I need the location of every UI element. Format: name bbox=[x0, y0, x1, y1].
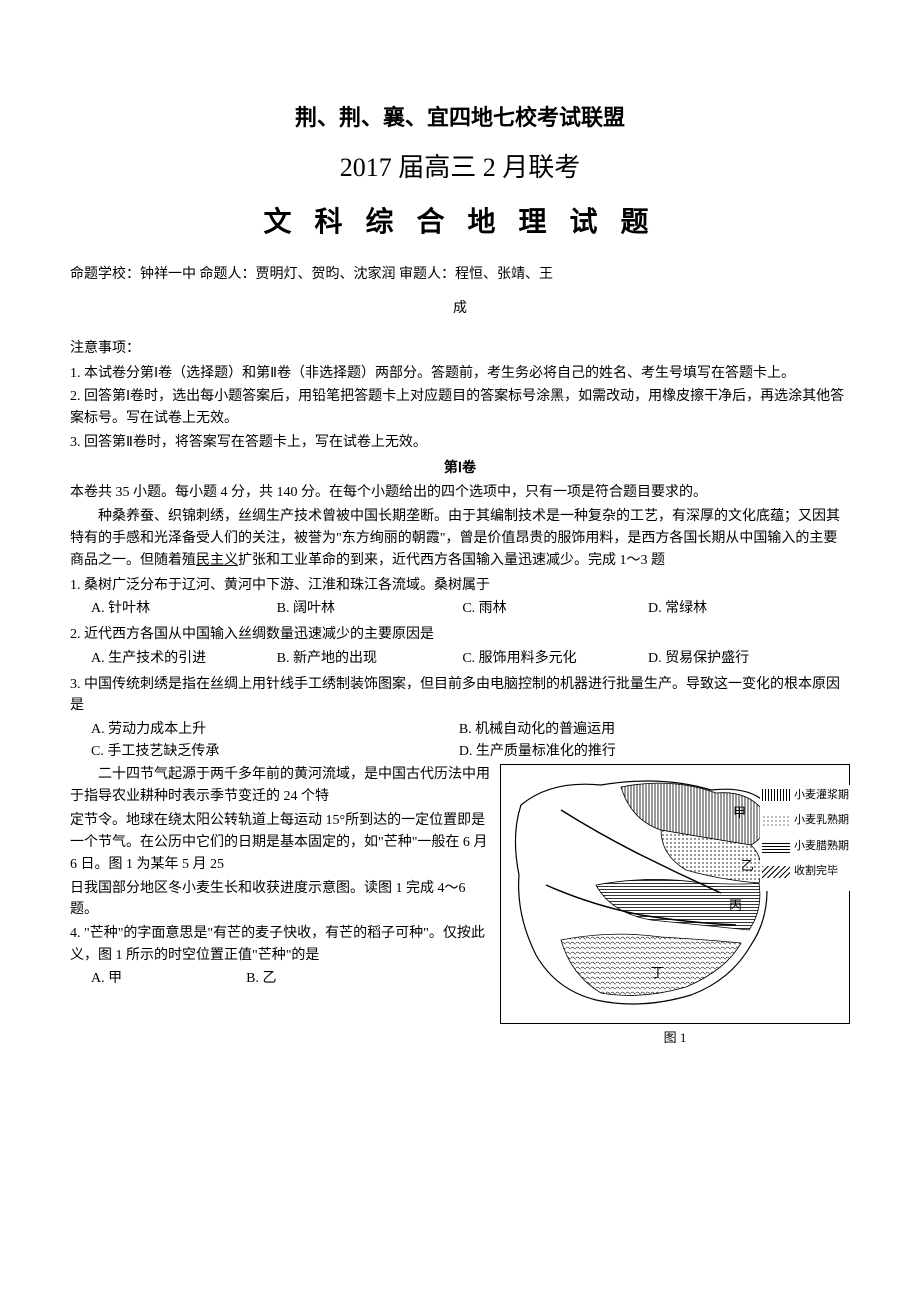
map-label-jia: 甲 bbox=[733, 805, 746, 820]
authors-line-cont: 成 bbox=[70, 298, 850, 320]
note-2: 2. 回答第Ⅰ卷时，选出每小题答案后，用铅笔把答题卡上对应题目的答案标号涂黑，如… bbox=[70, 386, 850, 429]
passage-2c: 日我国部分地区冬小麦生长和收获进度示意图。读图 1 完成 4～6 题。 bbox=[70, 878, 490, 921]
q3-opt-b: B. 机械自动化的普遍运用 bbox=[459, 719, 823, 741]
q1-opt-d: D. 常绿林 bbox=[648, 598, 830, 620]
figure-1-caption: 图 1 bbox=[500, 1028, 850, 1049]
exam-session-title: 2017 届高三 2 月联考 bbox=[70, 147, 850, 189]
passage-1-text-b: 扩张和工业革命的到来，近代西方各国输入量迅速减少。完成 1～3 题 bbox=[238, 553, 665, 568]
legend-swatch-1 bbox=[762, 789, 790, 801]
map-legend: 小麦灌浆期 小麦乳熟期 小麦腊熟期 收割完毕 bbox=[760, 785, 851, 891]
q2-opt-b: B. 新产地的出现 bbox=[277, 648, 459, 670]
q3-opt-d: D. 生产质量标准化的推行 bbox=[459, 741, 823, 763]
q1-opt-b: B. 阔叶林 bbox=[277, 598, 459, 620]
q4-opt-a: A. 甲 bbox=[91, 968, 243, 990]
legend-label-2: 小麦乳熟期 bbox=[794, 812, 849, 830]
passage-1: 种桑养蚕、织锦刺绣，丝绸生产技术曾被中国长期垄断。由于其编制技术是一种复杂的工艺… bbox=[70, 506, 850, 573]
q2-opt-c: C. 服饰用料多元化 bbox=[462, 648, 644, 670]
legend-swatch-4 bbox=[762, 866, 790, 878]
q1-opt-c: C. 雨林 bbox=[462, 598, 644, 620]
map-label-ding: 丁 bbox=[651, 965, 664, 980]
passage-2b: 定节令。地球在绕太阳公转轨道上每运动 15°所到达的一定位置即是一个节气。在公历… bbox=[70, 810, 490, 875]
legend-label-3: 小麦腊熟期 bbox=[794, 838, 849, 856]
legend-label-1: 小麦灌浆期 bbox=[794, 787, 849, 805]
question-4-options: A. 甲 B. 乙 bbox=[70, 968, 490, 990]
legend-swatch-2 bbox=[762, 815, 790, 827]
question-3: 3. 中国传统刺绣是指在丝绸上用针线手工绣制装饰图案，但目前多由电脑控制的机器进… bbox=[70, 674, 850, 717]
exam-subject-title: 文 科 综 合 地 理 试 题 bbox=[70, 201, 850, 246]
question-2: 2. 近代西方各国从中国输入丝绸数量迅速减少的主要原因是 bbox=[70, 624, 850, 646]
question-1-options: A. 针叶林 B. 阔叶林 C. 雨林 D. 常绿林 bbox=[70, 598, 850, 620]
q2-opt-a: A. 生产技术的引进 bbox=[91, 648, 273, 670]
q3-opt-a: A. 劳动力成本上升 bbox=[91, 719, 455, 741]
passage-2a: 二十四节气起源于两千多年前的黄河流域，是中国古代历法中用于指导农业耕种时表示季节… bbox=[70, 764, 490, 809]
map-label-bing: 丙 bbox=[729, 898, 742, 913]
q1-opt-a: A. 针叶林 bbox=[91, 598, 273, 620]
q3-opt-c: C. 手工技艺缺乏传承 bbox=[91, 741, 455, 763]
legend-swatch-3 bbox=[762, 841, 790, 853]
note-1: 1. 本试卷分第Ⅰ卷（选择题）和第Ⅱ卷（非选择题）两部分。答题前，考生务必将自己… bbox=[70, 363, 850, 385]
part-1-intro: 本卷共 35 小题。每小题 4 分，共 140 分。在每个小题给出的四个选项中，… bbox=[70, 482, 850, 504]
figure-1-map: 甲 乙 丙 丁 小麦灌浆期 小麦乳熟期 小麦腊熟期 收割完毕 bbox=[500, 764, 850, 1024]
part-1-label: 第Ⅰ卷 bbox=[70, 458, 850, 480]
question-4: 4. "芒种"的字面意思是"有芒的麦子快收，有芒的稻子可种"。仅按此义，图 1 … bbox=[70, 923, 490, 966]
notes-label: 注意事项： bbox=[70, 338, 850, 360]
question-3-options: A. 劳动力成本上升 B. 机械自动化的普遍运用 C. 手工技艺缺乏传承 D. … bbox=[70, 719, 850, 764]
map-label-yi: 乙 bbox=[741, 858, 754, 873]
passage-1-underline: 民主义 bbox=[196, 553, 238, 568]
question-2-options: A. 生产技术的引进 B. 新产地的出现 C. 服饰用料多元化 D. 贸易保护盛… bbox=[70, 648, 850, 670]
legend-label-4: 收割完毕 bbox=[794, 863, 838, 881]
authors-line: 命题学校：钟祥一中 命题人：贾明灯、贺昀、沈家润 审题人：程恒、张靖、王 bbox=[70, 264, 850, 286]
q2-opt-d: D. 贸易保护盛行 bbox=[648, 648, 830, 670]
note-3: 3. 回答第Ⅱ卷时，将答案写在答题卡上，写在试卷上无效。 bbox=[70, 432, 850, 454]
q4-opt-b: B. 乙 bbox=[246, 968, 398, 990]
question-1: 1. 桑树广泛分布于辽河、黄河中下游、江淮和珠江各流域。桑树属于 bbox=[70, 575, 850, 597]
exam-alliance-title: 荆、荆、襄、宜四地七校考试联盟 bbox=[70, 100, 850, 135]
